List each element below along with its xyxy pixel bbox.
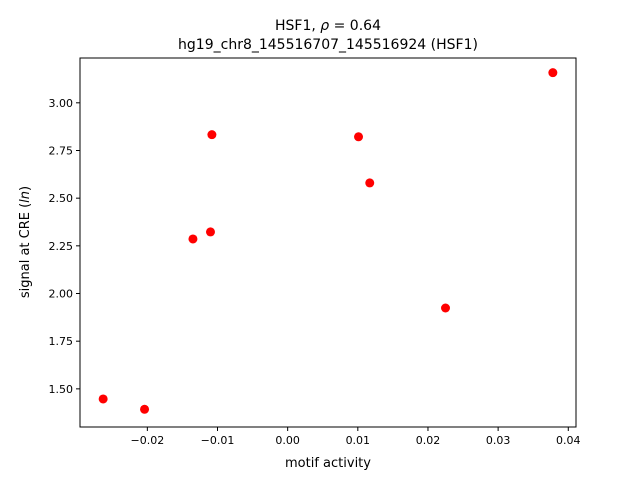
plot-area [79, 57, 577, 428]
data-point [207, 130, 217, 140]
y-tick-label: 2.25 [49, 240, 74, 253]
x-tick-label: 0.00 [275, 434, 300, 447]
data-point [140, 404, 150, 414]
data-point [98, 394, 108, 404]
y-axis-label: signal at CRE (ln) [18, 186, 33, 298]
data-point [188, 234, 198, 244]
x-axis-ticks: −0.02 −0.01 0.00 0.01 0.02 0.03 0.04 [130, 427, 581, 447]
chart-title-line1: HSF1, ρ = 0.64 [275, 18, 381, 34]
y-tick-label: 1.75 [49, 335, 74, 348]
data-point [441, 303, 451, 313]
y-tick-label: 1.50 [49, 383, 74, 396]
data-point [354, 132, 364, 142]
x-tick-label: 0.03 [486, 434, 511, 447]
x-tick-label: −0.02 [130, 434, 164, 447]
data-point [205, 227, 215, 237]
x-tick-label: 0.04 [556, 434, 581, 447]
chart-title-line2: hg19_chr8_145516707_145516924 (HSF1) [178, 37, 478, 53]
data-point [548, 68, 558, 78]
data-points [98, 68, 558, 414]
x-tick-label: 0.01 [346, 434, 371, 447]
y-tick-label: 2.50 [49, 192, 74, 205]
axes-frame [79, 57, 577, 428]
y-axis-ticks: 1.50 1.75 2.00 2.25 2.50 2.75 3.00 [49, 97, 80, 396]
y-tick-label: 3.00 [49, 97, 74, 110]
x-tick-label: −0.01 [201, 434, 235, 447]
data-point [365, 178, 375, 188]
y-tick-label: 2.00 [49, 288, 74, 301]
y-tick-label: 2.75 [49, 144, 74, 157]
x-axis-label: motif activity [285, 456, 371, 471]
x-tick-label: 0.02 [416, 434, 441, 447]
